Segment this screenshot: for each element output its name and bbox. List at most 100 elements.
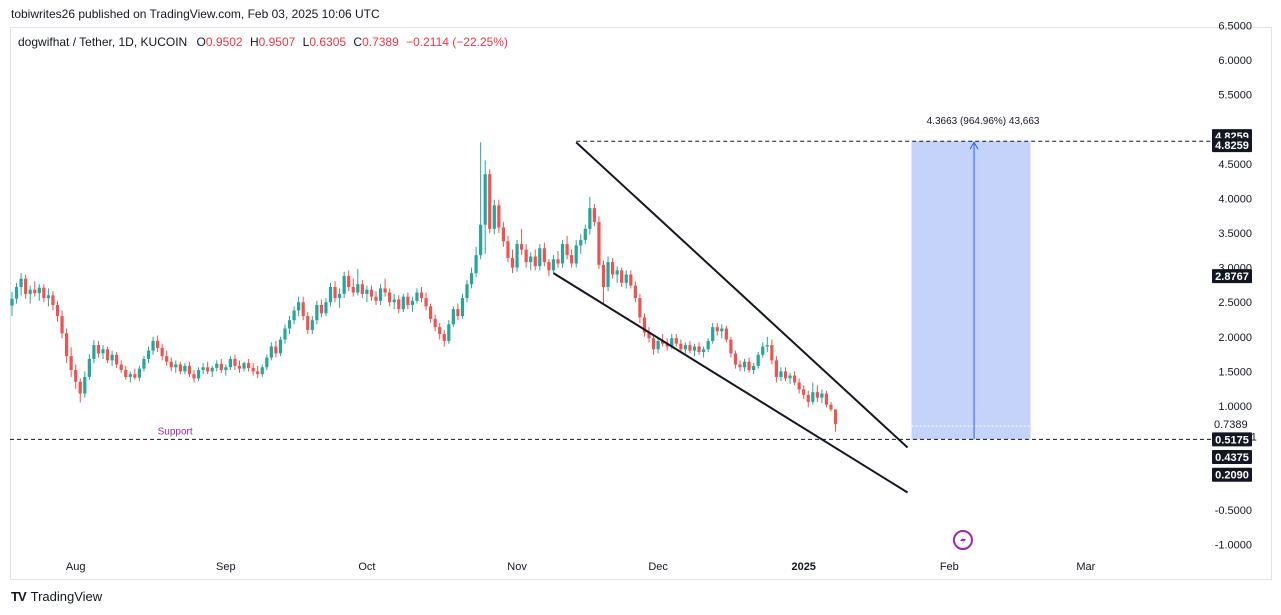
candle-body xyxy=(752,365,756,371)
candle-body xyxy=(369,289,374,297)
high-value: 0.9507 xyxy=(258,35,296,49)
candle-body xyxy=(756,354,760,366)
candle-body xyxy=(560,244,565,264)
candle-body xyxy=(42,287,46,299)
price-badge-label: 0.5175 xyxy=(1215,434,1249,446)
y-tick-label: 1.0000 xyxy=(1218,401,1252,413)
candle-body xyxy=(156,340,160,348)
candle-body xyxy=(415,292,419,301)
brand-name[interactable]: TradingView xyxy=(30,589,103,604)
candle-body xyxy=(506,241,510,258)
measure-arrow-head xyxy=(969,141,979,150)
low-value: 0.6305 xyxy=(309,35,347,49)
candle-body xyxy=(629,274,633,286)
candle-body xyxy=(811,392,815,402)
candle-body xyxy=(196,370,201,379)
candle-body xyxy=(606,262,610,287)
candle-body xyxy=(601,264,606,287)
high-label: H xyxy=(249,35,259,49)
candle-body xyxy=(210,367,214,372)
candle-body xyxy=(620,270,624,283)
candle-body xyxy=(765,345,769,347)
candle-body xyxy=(224,367,228,371)
candle-body xyxy=(442,334,446,341)
candle-body xyxy=(574,245,578,264)
candle-body xyxy=(324,302,328,314)
candle-body xyxy=(397,299,401,310)
candle-body xyxy=(119,364,123,371)
price-badge xyxy=(1212,449,1252,464)
candle-body xyxy=(688,345,692,351)
candle-body xyxy=(124,370,128,377)
candle-body xyxy=(429,306,433,319)
symbol-name[interactable]: dogwifhat / Tether, 1D, KUCOIN xyxy=(18,35,188,49)
tradingview-logo-icon[interactable]: TV xyxy=(11,589,27,604)
candle-body xyxy=(315,304,319,321)
candle-body xyxy=(374,296,378,301)
candle-body xyxy=(447,324,451,341)
candle-body xyxy=(365,289,369,294)
candle-body xyxy=(770,345,774,361)
candle-body xyxy=(647,332,651,339)
candle-body xyxy=(392,299,396,303)
candle-body xyxy=(551,259,556,271)
candle-body xyxy=(319,304,323,314)
candle-body xyxy=(706,340,710,350)
candle-body xyxy=(829,404,833,410)
candle-body xyxy=(524,249,528,263)
y-tick-label: 6.0000 xyxy=(1218,55,1252,67)
candle-body xyxy=(711,327,715,341)
candle-body xyxy=(192,374,196,379)
candle-body xyxy=(256,371,260,375)
candle-body xyxy=(201,367,205,371)
candle-body xyxy=(565,244,569,256)
candle-body xyxy=(633,285,637,299)
candle-body xyxy=(661,340,665,344)
candle-body xyxy=(538,248,542,267)
y-tick-label: -0.5000 xyxy=(1215,505,1252,517)
candle-body xyxy=(142,358,146,369)
candle-body xyxy=(251,367,255,372)
candle-body xyxy=(624,274,628,283)
candle-body xyxy=(802,389,806,395)
candle-body xyxy=(360,284,364,294)
candle-body xyxy=(642,317,647,333)
candle-body xyxy=(761,346,765,355)
price-badge xyxy=(1212,138,1252,153)
candle-body xyxy=(228,358,232,368)
candle-body xyxy=(178,364,182,372)
candle-body xyxy=(615,270,619,275)
candle-body xyxy=(670,338,674,347)
candle-body xyxy=(338,293,342,299)
candle-body xyxy=(665,343,669,347)
candle-body xyxy=(92,345,96,359)
x-tick-label: Aug xyxy=(66,561,86,573)
candle-body xyxy=(651,338,656,350)
candle-body xyxy=(333,286,337,299)
candle-body xyxy=(738,364,742,368)
candle-body xyxy=(579,239,583,246)
x-tick-label: 2025 xyxy=(791,561,815,573)
candle-body xyxy=(110,354,114,361)
symbol-legend: dogwifhat / Tether, 1D, KUCOIN O0.9502 H… xyxy=(18,35,512,49)
candle-body xyxy=(533,256,537,267)
candle-body xyxy=(33,289,37,294)
candle-body xyxy=(183,365,187,372)
x-tick-label: Sep xyxy=(216,561,236,573)
lightning-icon xyxy=(959,535,966,546)
price-badge-label: 0.4375 xyxy=(1215,452,1249,464)
candle-body xyxy=(747,361,751,371)
candle-body xyxy=(137,368,141,378)
candle-body xyxy=(133,374,137,378)
candle-body xyxy=(151,340,155,351)
price-badge-label: 0.2090 xyxy=(1215,470,1249,482)
candle-body xyxy=(793,375,797,383)
x-tick-label: Feb xyxy=(940,561,959,573)
candle-body xyxy=(219,363,223,371)
candle-body xyxy=(215,363,219,368)
candle-body xyxy=(438,327,442,335)
candle-body xyxy=(169,361,173,368)
event-marker-icon xyxy=(952,530,973,550)
candle-body xyxy=(674,338,678,344)
